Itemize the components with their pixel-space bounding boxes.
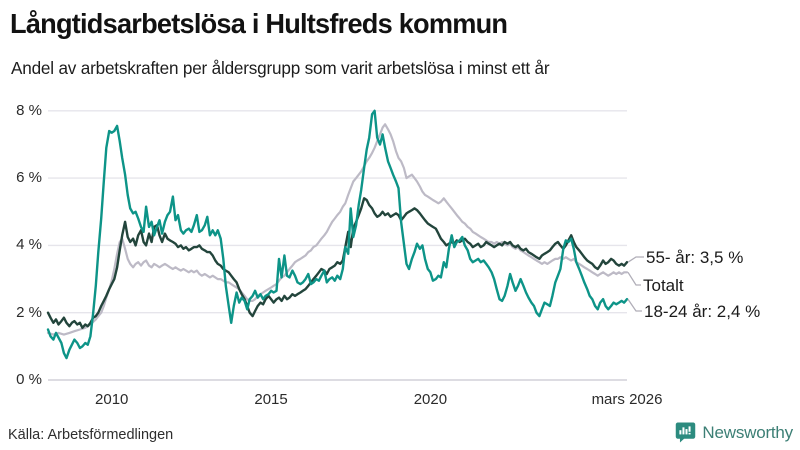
source-note: Källa: Arbetsförmedlingen bbox=[8, 427, 174, 443]
series-line-18-24-r bbox=[46, 109, 629, 360]
x-tick-label: 2010 bbox=[95, 391, 129, 408]
series-line-Totalt bbox=[46, 123, 629, 336]
series-line-55-r bbox=[46, 197, 629, 329]
end-label-connector bbox=[627, 271, 641, 286]
x-tick-label: 2015 bbox=[254, 391, 288, 408]
series-end-label-18-24-ar: 18-24 år: 2,4 % bbox=[644, 302, 761, 321]
y-tick-label: 6 % bbox=[16, 169, 42, 187]
page-subtitle: Andel av arbetskraften per åldersgrupp s… bbox=[11, 58, 550, 78]
end-label-connector bbox=[627, 298, 642, 312]
newsworthy-logo: Newsworthy bbox=[675, 422, 793, 443]
end-label-connector bbox=[627, 256, 644, 263]
series-end-label-55-ar: 55- år: 3,5 % bbox=[646, 248, 744, 267]
y-tick-label: 8 % bbox=[16, 101, 42, 119]
y-tick-label: 0 % bbox=[16, 371, 42, 388]
page-title: Långtidsarbetslösa i Hultsfreds kommun bbox=[10, 8, 508, 39]
y-tick-label: 2 % bbox=[16, 303, 42, 321]
bar-chart-speech-bubble-icon bbox=[675, 422, 696, 443]
series-end-label-totalt: Totalt bbox=[643, 276, 684, 295]
x-tick-label: 2020 bbox=[413, 391, 448, 408]
newsworthy-wordmark: Newsworthy bbox=[702, 422, 793, 442]
x-tick-label: mars 2026 bbox=[591, 391, 663, 408]
y-tick-label: 4 % bbox=[16, 236, 42, 254]
